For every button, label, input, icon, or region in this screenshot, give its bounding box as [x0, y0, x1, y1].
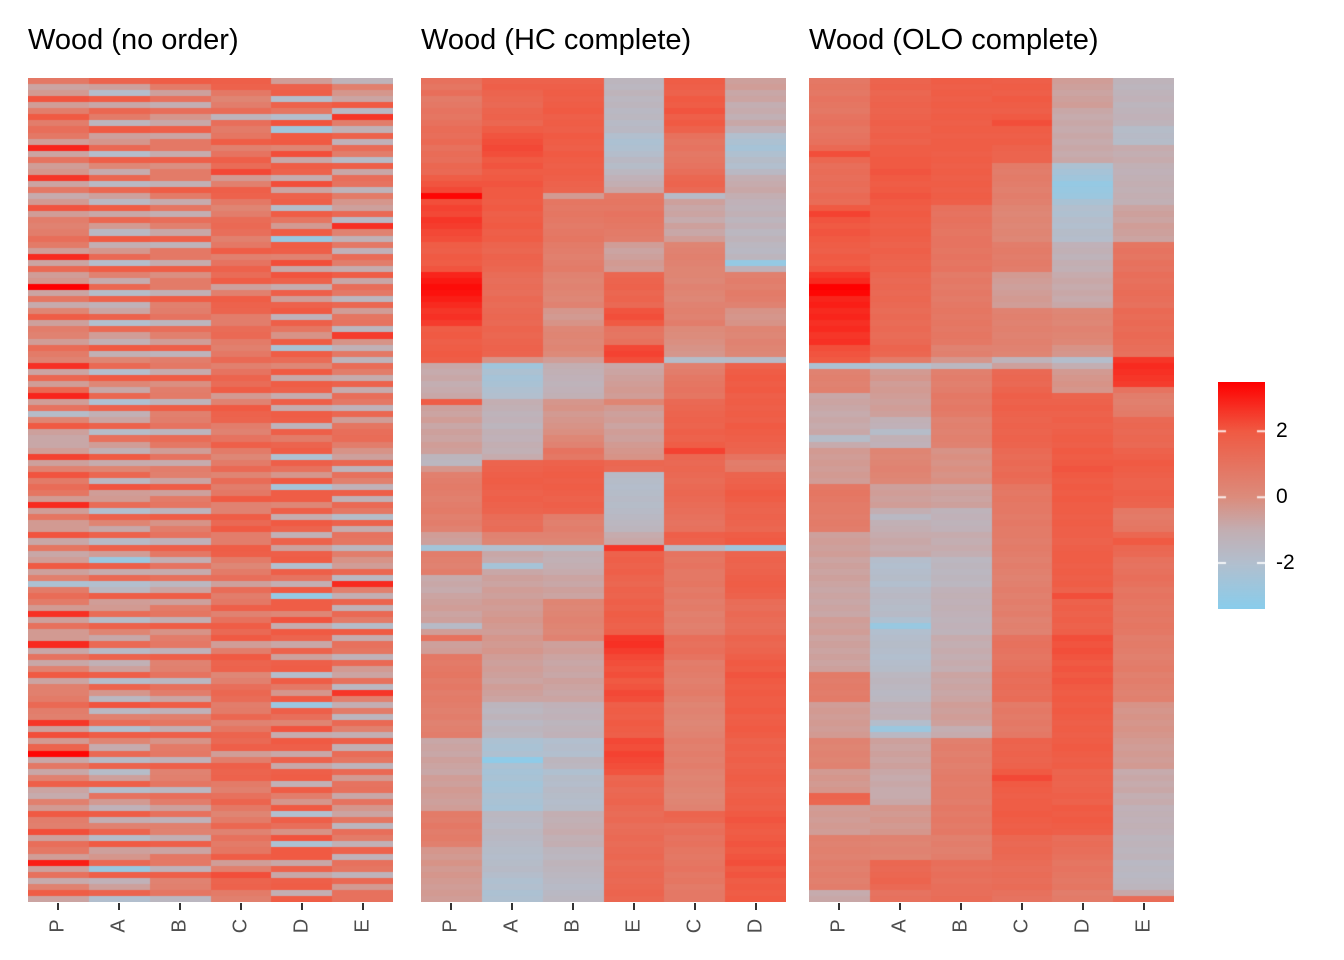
x-axis-tick	[838, 903, 841, 910]
heatmap-hc-complete	[421, 78, 786, 902]
x-axis-tick	[1142, 903, 1145, 910]
x-axis-tick	[960, 903, 963, 910]
x-axis-label-c: C	[1010, 918, 1033, 934]
x-axis-tick	[179, 903, 182, 910]
x-axis-tick	[632, 903, 635, 910]
panel-title-olo-complete: Wood (OLO complete)	[809, 24, 1099, 56]
legend-tick-label: 2	[1276, 419, 1288, 443]
x-axis-label-a: A	[500, 919, 523, 933]
x-axis-label-e: E	[1132, 919, 1155, 933]
x-axis-label-b: B	[949, 919, 972, 933]
heatmap-no-order	[28, 78, 393, 902]
x-axis-label-p: P	[439, 919, 462, 933]
x-axis-tick	[1020, 903, 1023, 910]
x-axis-tick	[511, 903, 514, 910]
x-axis-tick	[118, 903, 121, 910]
x-axis-label-e: E	[622, 919, 645, 933]
x-axis-tick	[300, 903, 303, 910]
x-axis-tick	[361, 903, 364, 910]
x-axis-label-d: D	[744, 918, 767, 934]
legend-tick-label: 0	[1276, 485, 1288, 509]
x-axis-label-e: E	[351, 919, 374, 933]
x-axis-tick	[899, 903, 902, 910]
x-axis-tick	[1081, 903, 1084, 910]
x-axis-label-p: P	[46, 919, 69, 933]
x-axis-label-p: P	[827, 919, 850, 933]
panel-title-no-order: Wood (no order)	[28, 24, 239, 56]
x-axis-label-b: B	[168, 919, 191, 933]
x-axis-tick	[57, 903, 60, 910]
x-axis-tick	[754, 903, 757, 910]
x-axis-tick	[450, 903, 453, 910]
x-axis-label-c: C	[683, 918, 706, 934]
legend-tick-label: -2	[1276, 550, 1295, 574]
legend-colorbar	[1218, 382, 1265, 609]
x-axis-label-a: A	[107, 919, 130, 933]
panel-title-hc-complete: Wood (HC complete)	[421, 24, 692, 56]
heatmap-olo-complete	[809, 78, 1174, 902]
x-axis-label-b: B	[561, 919, 584, 933]
x-axis-label-d: D	[1071, 918, 1094, 934]
x-axis-tick	[572, 903, 575, 910]
x-axis-label-c: C	[229, 918, 252, 934]
x-axis-label-a: A	[888, 919, 911, 933]
x-axis-tick	[693, 903, 696, 910]
x-axis-label-d: D	[290, 918, 313, 934]
x-axis-tick	[239, 903, 242, 910]
